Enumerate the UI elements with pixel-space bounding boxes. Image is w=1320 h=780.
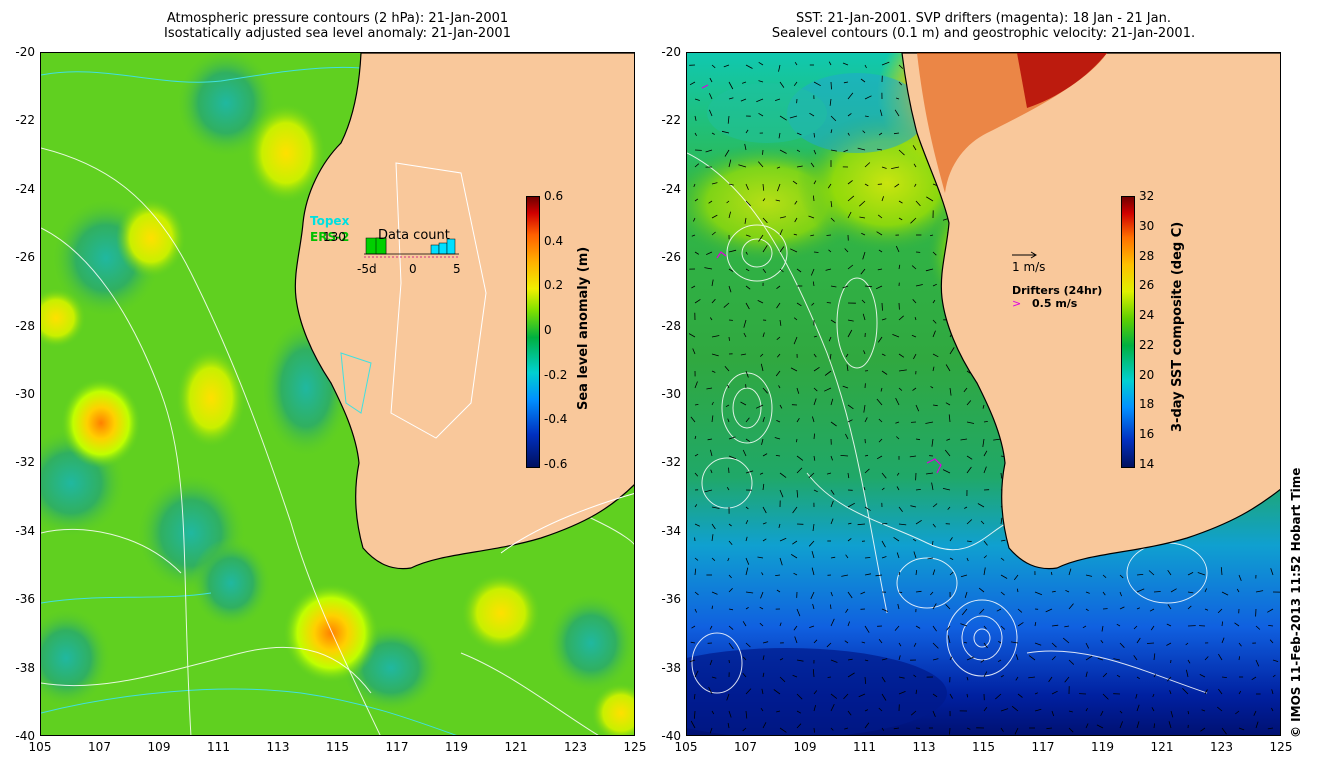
latitude-tick: -36 (15, 592, 35, 607)
data-count-title: Data count (378, 228, 450, 243)
latitude-tick: -40 (15, 729, 35, 743)
sla-colorbar (526, 196, 540, 468)
velocity-scale-label: 1 m/s (1012, 260, 1046, 274)
overlap-number: 130 (323, 230, 346, 244)
colorbar-tick: 30 (1139, 218, 1155, 233)
colorbar-tick: 26 (1139, 278, 1155, 293)
sst-colorbar-label: 3-day SST composite (deg C) (1170, 221, 1185, 432)
latitude-tick: -32 (15, 455, 35, 470)
longitude-tick: 109 (793, 740, 817, 754)
longitude-tick: 119 (1091, 740, 1114, 754)
longitude-tick: 125 (1269, 740, 1293, 754)
sst-map (686, 52, 1281, 736)
left-map-title: Atmospheric pressure contours (2 hPa): 2… (40, 11, 635, 41)
longitude-tick: 107 (88, 740, 111, 754)
longitude-tick: 113 (912, 740, 936, 754)
svp-drifter-tracks (701, 84, 942, 474)
satellite-label-ers2: ERS-2 (310, 230, 350, 244)
latitude-tick: -20 (661, 45, 681, 59)
data-count-axis-min: -5d (357, 262, 377, 276)
latitude-tick: -36 (661, 592, 681, 607)
right-title-line1: SST: 21-Jan-2001. SVP drifters (magenta)… (796, 11, 1171, 26)
longitude-tick: 125 (623, 740, 647, 754)
longitude-tick: 113 (266, 740, 290, 754)
longitude-tick: 115 (972, 740, 995, 754)
colorbar-tick: 18 (1139, 397, 1155, 412)
longitude-tick: 111 (207, 740, 230, 754)
latitude-tick: -28 (15, 318, 35, 333)
latitude-tick: -24 (15, 181, 35, 196)
longitude-tick: 119 (445, 740, 468, 754)
longitude-tick: 123 (1210, 740, 1233, 754)
colorbar-tick: -0.2 (544, 367, 568, 382)
colorbar-tick: 0.6 (544, 189, 564, 203)
colorbar-tick: 0 (544, 323, 552, 337)
colorbar-tick: 0.2 (544, 278, 564, 293)
data-count-axis-max: 5 (453, 262, 461, 276)
drifter-legend-label: Drifters (24hr) (1012, 284, 1103, 297)
colorbar-tick: -0.6 (544, 457, 568, 471)
colorbar-tick: 14 (1139, 457, 1155, 471)
colorbar-tick: 16 (1139, 427, 1155, 442)
drifter-legend-arrow: > (1012, 297, 1022, 310)
left-title-line2: Isostatically adjusted sea level anomaly… (164, 26, 511, 41)
longitude-tick: 123 (564, 740, 587, 754)
satellite-label-topex: Topex (310, 214, 350, 228)
latitude-tick: -34 (661, 523, 681, 538)
longitude-tick: 121 (1150, 740, 1174, 754)
latitude-tick: -26 (15, 250, 35, 265)
longitude-tick: 105 (28, 740, 52, 754)
longitude-tick: 115 (326, 740, 349, 754)
latitude-tick: -20 (15, 45, 35, 59)
latitude-tick: -34 (15, 523, 35, 538)
latitude-tick: -38 (15, 660, 35, 675)
drifter-scale-label: 0.5 m/s (1032, 297, 1078, 310)
data-count-axis-zero: 0 (409, 262, 417, 276)
longitude-tick: 109 (147, 740, 171, 754)
colorbar-tick: 20 (1139, 367, 1155, 382)
latitude-tick: -32 (661, 455, 681, 470)
colorbar-tick: 32 (1139, 189, 1155, 203)
longitude-tick: 117 (385, 740, 409, 754)
left-title-line1: Atmospheric pressure contours (2 hPa): 2… (166, 11, 509, 26)
latitude-tick: -22 (661, 113, 681, 128)
sea-level-anomaly-map (40, 52, 635, 736)
colorbar-tick: 24 (1139, 308, 1155, 323)
right-map-title: SST: 21-Jan-2001. SVP drifters (magenta)… (686, 11, 1281, 41)
sst-colorbar (1121, 196, 1135, 468)
latitude-tick: -26 (661, 250, 681, 265)
colorbar-tick: 28 (1139, 248, 1155, 263)
longitude-tick: 121 (504, 740, 528, 754)
latitude-tick: -40 (661, 729, 681, 743)
longitude-tick: 105 (674, 740, 698, 754)
velocity-scale-arrow (1012, 251, 1037, 259)
imos-credit: © IMOS 11-Feb-2013 11:52 Hobart Time (1289, 467, 1303, 738)
colorbar-tick: -0.4 (544, 412, 568, 427)
colorbar-tick: 0.4 (544, 233, 564, 248)
colorbar-tick: 22 (1139, 337, 1155, 352)
longitude-tick: 107 (734, 740, 757, 754)
latitude-tick: -22 (15, 113, 35, 128)
latitude-tick: -38 (661, 660, 681, 675)
longitude-tick: 117 (1031, 740, 1055, 754)
latitude-tick: -24 (661, 181, 681, 196)
latitude-tick: -28 (661, 318, 681, 333)
latitude-tick: -30 (15, 387, 35, 401)
australia-landmass-right (901, 53, 1280, 570)
latitude-tick: -30 (661, 387, 681, 401)
right-title-line2: Sealevel contours (0.1 m) and geostrophi… (771, 26, 1196, 41)
longitude-tick: 111 (853, 740, 876, 754)
sla-colorbar-label: Sea level anomaly (m) (576, 246, 591, 410)
